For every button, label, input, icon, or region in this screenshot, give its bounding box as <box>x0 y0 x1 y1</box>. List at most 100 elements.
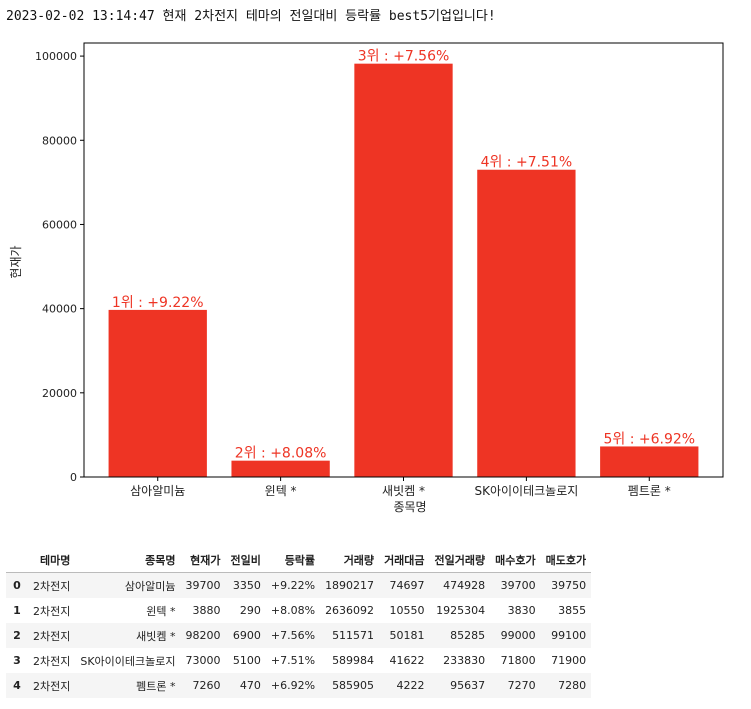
table-cell: 589984 <box>332 654 375 667</box>
table-cell: 5100 <box>232 654 261 667</box>
bar-labels-group: 1위 : +9.22% 2위 : +8.08% 3위 : +7.56% 4위 : +7… <box>112 49 695 462</box>
row-index: 1 <box>13 604 21 617</box>
table-body: 0 2차전지 삼아알미늄 39700 3350 +9.22% 1890217 74697 474… <box>6 572 592 698</box>
table-cell: 4222 <box>396 679 425 692</box>
table-column-header: 거래량 <box>320 548 380 573</box>
bar <box>477 169 576 478</box>
table-cell: 3830 <box>507 604 536 617</box>
bar <box>108 309 207 477</box>
table-cell: 7270 <box>507 679 536 692</box>
table-cell: 펨트론 * <box>136 679 176 693</box>
table-cell: 7260 <box>192 679 221 692</box>
table-cell: 71900 <box>551 654 587 667</box>
y-ticks-group: 0 20000 40000 60000 80000 100000 <box>35 50 84 484</box>
bar <box>600 446 699 477</box>
table-cell: 99000 <box>500 629 536 642</box>
table-cell: 6900 <box>232 629 261 642</box>
table-cell: 새빗켐 * <box>136 629 176 643</box>
table-column-header: 전일거래량 <box>429 548 491 573</box>
table-cell: 7280 <box>558 679 587 692</box>
bar-data-label: 4위 : +7.51% <box>481 155 573 171</box>
table-cell: 99100 <box>551 629 587 642</box>
table-cell: 41622 <box>389 654 425 667</box>
row-index: 3 <box>13 654 21 667</box>
table-cell: 470 <box>239 679 261 692</box>
table-cell: 585905 <box>332 679 375 692</box>
bar-data-label: 2위 : +8.08% <box>235 446 327 462</box>
table-cell: 2636092 <box>325 604 375 617</box>
x-tick-label: 윈텍 * <box>265 484 297 498</box>
y-tick-label: 20000 <box>42 387 77 400</box>
table-cell: 39700 <box>185 579 221 592</box>
table-cell: SK아이이테크놀로지 <box>80 654 176 668</box>
y-tick-label: 80000 <box>42 134 77 147</box>
table-cell: 2차전지 <box>33 679 71 693</box>
table-cell: +8.08% <box>270 604 316 617</box>
table-column-header <box>6 548 28 573</box>
x-axis-label: 종목명 <box>393 500 426 514</box>
table-row: 0 2차전지 삼아알미늄 39700 3350 +9.22% 1890217 74697 474… <box>6 572 592 598</box>
bar-data-label: 5위 : +6.92% <box>603 431 695 447</box>
table-column-header: 테마명 <box>28 548 76 573</box>
y-tick-label: 0 <box>70 471 77 484</box>
y-tick-label: 100000 <box>35 50 77 63</box>
table-cell: 2차전지 <box>33 629 71 643</box>
table-cell: 95637 <box>450 679 486 692</box>
table-column-header: 등락률 <box>265 548 321 573</box>
table-header-row: 테마명 종목명 현재가 전일비 등락률 거래량 거래대금 전일거래량 매수호가 매도호가 <box>6 548 592 573</box>
table-cell: 3855 <box>558 604 587 617</box>
x-tick-label: SK아이이테크놀로지 <box>474 484 578 498</box>
x-ticks-group: 삼아알미늄 윈텍 * 새빗켐 * SK아이이테크놀로지 펨트론 * <box>130 477 671 498</box>
table-row: 2 2차전지 새빗켐 * 98200 6900 +7.56% 511571 50181 8528… <box>6 623 592 648</box>
table-cell: 71800 <box>500 654 536 667</box>
row-index: 2 <box>13 629 21 642</box>
data-table-container: 테마명 종목명 현재가 전일비 등락률 거래량 거래대금 전일거래량 매수호가 매도호가 0 2차전… <box>6 548 592 698</box>
table-column-header: 매수호가 <box>490 548 541 573</box>
table-column-header: 종목명 <box>75 548 181 573</box>
table-cell: 39700 <box>500 579 536 592</box>
table-column-header: 전일비 <box>225 548 266 573</box>
table-cell: +7.56% <box>270 629 316 642</box>
bars-group <box>108 63 699 478</box>
table-cell: +6.92% <box>270 679 316 692</box>
table-column-header: 매도호가 <box>540 548 592 573</box>
bar <box>354 63 453 478</box>
table-cell: 1890217 <box>325 579 375 592</box>
x-tick-label: 펨트론 * <box>628 484 671 498</box>
table-column-header: 현재가 <box>180 548 226 573</box>
table-cell: 1925304 <box>436 604 486 617</box>
table-cell: 10550 <box>389 604 425 617</box>
table-cell: 474928 <box>443 579 486 592</box>
y-tick-label: 40000 <box>42 303 77 316</box>
table-cell: 511571 <box>332 629 375 642</box>
table-cell: 3350 <box>232 579 261 592</box>
x-tick-label: 새빗켐 * <box>382 484 425 498</box>
y-tick-label: 60000 <box>42 218 77 231</box>
row-index: 0 <box>13 579 21 592</box>
bar-chart: 1위 : +9.22% 2위 : +8.08% 3위 : +7.56% 4위 : +7… <box>9 42 724 514</box>
x-tick-label: 삼아알미늄 <box>130 484 185 498</box>
table-cell: 39750 <box>551 579 587 592</box>
bar <box>231 460 330 477</box>
table-cell: +7.51% <box>270 654 316 667</box>
page-title: 2023-02-02 13:14:47 현재 2차전지 테마의 전일대비 등락률… <box>6 9 496 24</box>
table-cell: 삼아알미늄 <box>124 579 176 593</box>
table-column-header: 거래대금 <box>379 548 430 573</box>
table-cell: 74697 <box>389 579 425 592</box>
table-row: 4 2차전지 펨트론 * 7260 470 +6.92% 585905 4222 95637 72… <box>6 673 592 698</box>
table-cell: 290 <box>239 604 261 617</box>
table-cell: +9.22% <box>270 579 316 592</box>
table-cell: 2차전지 <box>33 604 71 618</box>
table-cell: 73000 <box>185 654 221 667</box>
table-cell: 98200 <box>185 629 221 642</box>
table-cell: 2차전지 <box>33 579 71 593</box>
bar-data-label: 3위 : +7.56% <box>358 49 450 65</box>
table-row: 1 2차전지 윈텍 * 3880 290 +8.08% 2636092 10550 192530… <box>6 598 591 623</box>
table-cell: 50181 <box>389 629 425 642</box>
table-cell: 윈텍 * <box>146 604 176 618</box>
table-cell: 3880 <box>192 604 221 617</box>
table-row: 3 2차전지 SK아이이테크놀로지 73000 5100 +7.51% 589984 4162… <box>6 648 591 673</box>
table-cell: 85285 <box>450 629 486 642</box>
y-axis-label: 현재가 <box>9 245 23 278</box>
row-index: 4 <box>13 679 21 692</box>
